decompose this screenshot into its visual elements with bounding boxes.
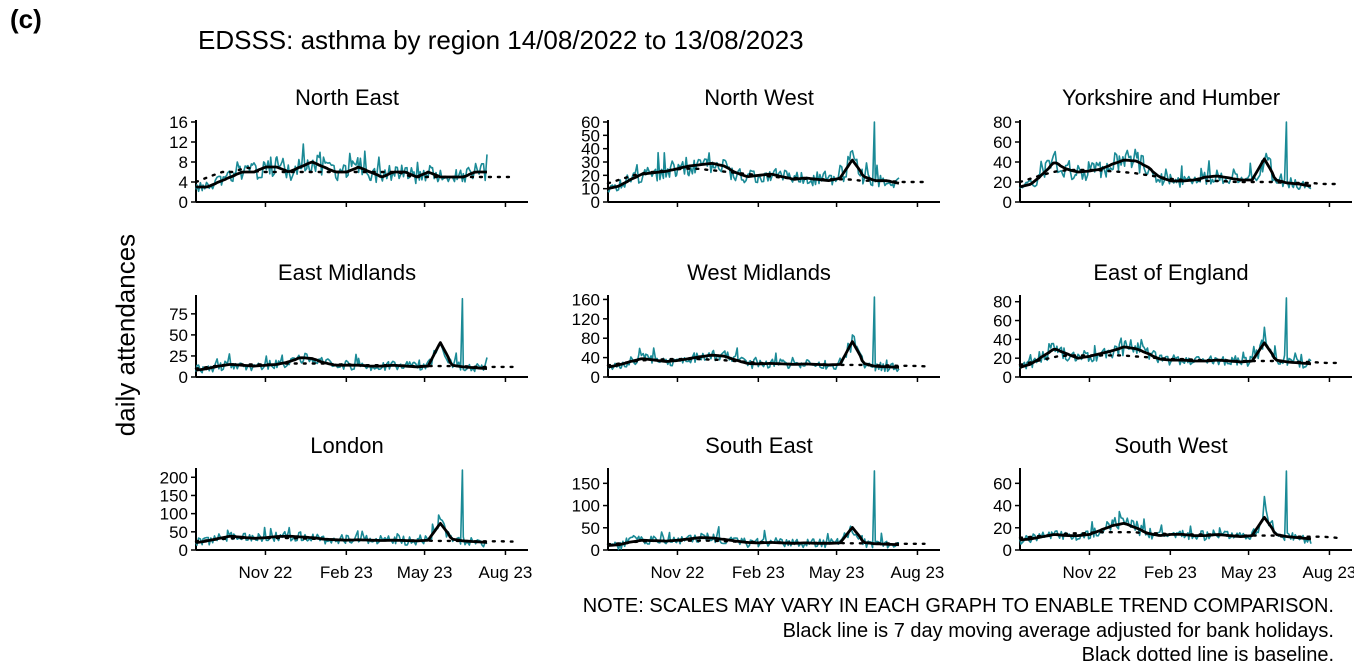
moving-average-line	[1019, 516, 1312, 542]
note-baseline: Black dotted line is baseline.	[1081, 644, 1334, 666]
panel-title-london: London	[310, 433, 383, 458]
y-tick-label: 20	[581, 166, 600, 185]
y-tick-label: 16	[169, 113, 188, 132]
panel-east-midlands: East Midlands 0 25 50 75	[169, 260, 528, 387]
panel-label: (c)	[10, 4, 42, 34]
y-tick-label: 0	[1003, 368, 1012, 387]
y-tick-label: 40	[993, 497, 1012, 516]
y-tick-label: 80	[581, 329, 600, 348]
y-tick-label: 150	[572, 474, 600, 493]
y-tick-label: 4	[179, 173, 188, 192]
y-tick-label: 20	[993, 519, 1012, 538]
panel-title-east-midlands: East Midlands	[278, 260, 416, 285]
y-tick-label: 40	[993, 153, 1012, 172]
chart-notes: NOTE: SCALES MAY VARY IN EACH GRAPH TO E…	[583, 594, 1334, 668]
x-tick-label: May 23	[397, 563, 453, 582]
y-tick-label: 200	[160, 468, 188, 487]
daily-series-line	[195, 143, 488, 193]
moving-average-line	[195, 522, 488, 545]
x-tick-label: May 23	[1221, 563, 1277, 582]
y-tick-label: 60	[993, 133, 1012, 152]
panel-title-north-east: North East	[295, 85, 399, 110]
panel-title-yorkshire-and-humber: Yorkshire and Humber	[1062, 85, 1280, 110]
note-average-line: Black line is 7 day moving average adjus…	[782, 619, 1334, 642]
y-tick-label: 60	[581, 113, 600, 132]
y-tick-label: 0	[591, 368, 600, 387]
y-tick-label: 50	[581, 519, 600, 538]
baseline-line	[194, 166, 514, 184]
y-tick-label: 50	[581, 126, 600, 145]
y-tick-label: 0	[1003, 193, 1012, 212]
panel-title-west-midlands: West Midlands	[687, 260, 831, 285]
y-tick-label: 40	[581, 140, 600, 159]
y-tick-label: 100	[160, 505, 188, 524]
daily-series-line	[195, 297, 488, 374]
panel-title-east-of-england: East of England	[1093, 260, 1248, 285]
y-tick-label: 0	[179, 193, 188, 212]
y-tick-label: 75	[169, 305, 188, 324]
x-tick-label: Feb 23	[732, 563, 785, 582]
x-tick-label: Feb 23	[1144, 563, 1197, 582]
daily-series-line	[1019, 121, 1312, 190]
y-tick-label: 50	[169, 326, 188, 345]
y-tick-label: 0	[1003, 541, 1012, 560]
daily-series-line	[195, 469, 488, 548]
y-tick-label: 20	[993, 173, 1012, 192]
y-tick-label: 60	[993, 312, 1012, 331]
panel-title-south-west: South West	[1114, 433, 1227, 458]
x-tick-label: Aug 23	[891, 563, 945, 582]
y-tick-label: 20	[993, 349, 1012, 368]
note-scales: NOTE: SCALES MAY VARY IN EACH GRAPH TO E…	[582, 595, 1334, 617]
y-tick-label: 150	[160, 486, 188, 505]
y-tick-label: 12	[169, 133, 188, 152]
y-tick-label: 8	[179, 153, 188, 172]
x-tick-label: Feb 23	[320, 563, 373, 582]
moving-average-line	[1019, 157, 1312, 189]
daily-series-line	[607, 470, 899, 551]
x-tick-label: May 23	[809, 563, 865, 582]
x-tick-label: Nov 22	[239, 563, 293, 582]
x-tick-label: Aug 23	[479, 563, 533, 582]
daily-series-line	[607, 121, 900, 193]
y-tick-label: 0	[591, 193, 600, 212]
y-tick-label: 0	[591, 541, 600, 560]
x-tick-label: Nov 22	[651, 563, 705, 582]
panel-south-east: South East 0 50 100 150 Nov 22 Feb 23 May 23 Aug…	[572, 433, 945, 582]
chart-title: EDSSS: asthma by region 14/08/2022 to 13…	[198, 25, 804, 55]
y-tick-label: 120	[572, 310, 600, 329]
moving-average-line	[607, 158, 900, 191]
y-tick-label: 160	[572, 290, 600, 309]
panel-title-south-east: South East	[705, 433, 813, 458]
moving-average-line	[196, 160, 487, 189]
moving-average-line	[607, 340, 900, 369]
y-tick-label: 10	[581, 180, 600, 199]
y-tick-label: 30	[581, 153, 600, 172]
y-tick-label: 60	[993, 474, 1012, 493]
moving-average-line	[1019, 341, 1312, 369]
moving-average-line	[607, 526, 900, 547]
panel-south-west: South West 0 20 40 60 Nov 22 Feb 23 May 23 Aug 2…	[993, 433, 1354, 582]
y-tick-label: 50	[169, 523, 188, 542]
y-tick-label: 25	[169, 347, 188, 366]
y-tick-label: 100	[572, 497, 600, 516]
y-tick-label: 0	[179, 368, 188, 387]
y-tick-label: 80	[993, 113, 1012, 132]
moving-average-line	[195, 341, 488, 372]
x-tick-label: Aug 23	[1303, 563, 1354, 582]
y-tick-label: 40	[581, 349, 600, 368]
y-tick-label: 40	[993, 330, 1012, 349]
panel-title-north-west: North West	[704, 85, 814, 110]
x-tick-label: Nov 22	[1063, 563, 1117, 582]
y-tick-label: 0	[179, 541, 188, 560]
y-tick-label: 80	[993, 293, 1012, 312]
